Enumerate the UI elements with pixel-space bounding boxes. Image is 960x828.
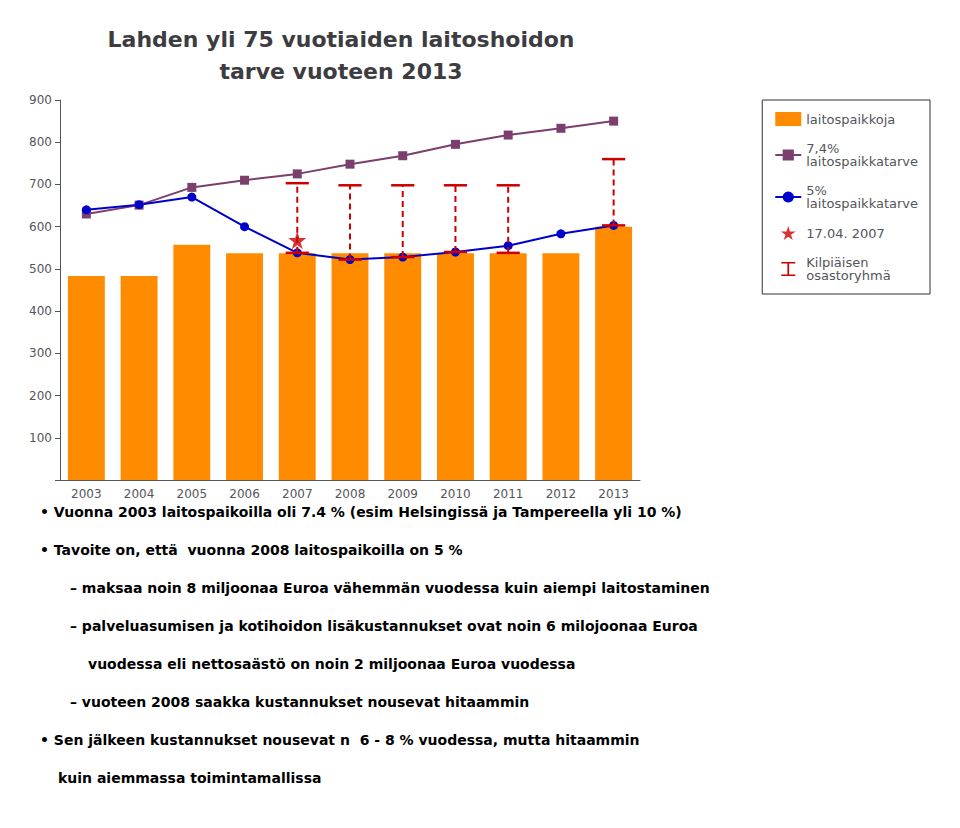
svg-text:2006: 2006 [229,487,260,501]
svg-text:• Sen jälkeen kustannukset nou: • Sen jälkeen kustannukset nousevat n 6 … [40,732,640,748]
svg-text:2005: 2005 [177,487,208,501]
svg-text:2009: 2009 [387,487,418,501]
svg-text:400: 400 [29,304,52,318]
svg-text:300: 300 [29,346,52,360]
svg-text:2007: 2007 [282,487,313,501]
svg-text:– vuoteen 2008 saakka kustannu: – vuoteen 2008 saakka kustannukset nouse… [70,694,529,710]
svg-text:5%: 5% [806,183,827,198]
svg-text:Lahden yli 75 vuotiaiden laito: Lahden yli 75 vuotiaiden laitoshoidon [108,27,575,52]
svg-text:laitospaikkatarve: laitospaikkatarve [806,154,918,169]
svg-text:kuin aiemmassa toimintamalliss: kuin aiemmassa toimintamallissa [58,770,321,786]
svg-text:900: 900 [29,93,52,107]
svg-text:Kilpiäisen: Kilpiäisen [806,255,869,270]
svg-text:2010: 2010 [440,487,471,501]
svg-text:vuodessa eli nettosaästö on no: vuodessa eli nettosaästö on noin 2 miljo… [88,656,575,672]
svg-text:7,4%: 7,4% [806,141,840,156]
svg-text:– maksaa noin 8 miljoonaa Euro: – maksaa noin 8 miljoonaa Euroa vähemmän… [70,580,710,596]
svg-text:laitospaikkatarve: laitospaikkatarve [806,196,918,211]
svg-text:2013: 2013 [598,487,629,501]
svg-text:2004: 2004 [124,487,155,501]
svg-text:2012: 2012 [546,487,577,501]
svg-text:• Tavoite on, että vuonna 200: • Tavoite on, että vuonna 2008 laitospai… [40,542,463,558]
svg-text:2003: 2003 [71,487,102,501]
svg-text:laitospaikkoja: laitospaikkoja [806,112,895,127]
svg-text:tarve vuoteen 2013: tarve vuoteen 2013 [219,59,462,84]
svg-text:200: 200 [29,389,52,403]
svg-text:500: 500 [29,262,52,276]
svg-text:2008: 2008 [335,487,366,501]
svg-text:2011: 2011 [493,487,524,501]
svg-text:600: 600 [29,220,52,234]
svg-text:100: 100 [29,431,52,445]
svg-text:– palveluasumisen ja kotihoido: – palveluasumisen ja kotihoidon lisäkust… [70,618,698,634]
svg-text:17.04. 2007: 17.04. 2007 [806,226,885,241]
svg-text:• Vuonna 2003 laitospaikoilla: • Vuonna 2003 laitospaikoilla oli 7.4 % … [40,504,682,520]
svg-text:700: 700 [29,177,52,191]
svg-text:800: 800 [29,135,52,149]
svg-text:osastoryhmä: osastoryhmä [806,268,890,283]
